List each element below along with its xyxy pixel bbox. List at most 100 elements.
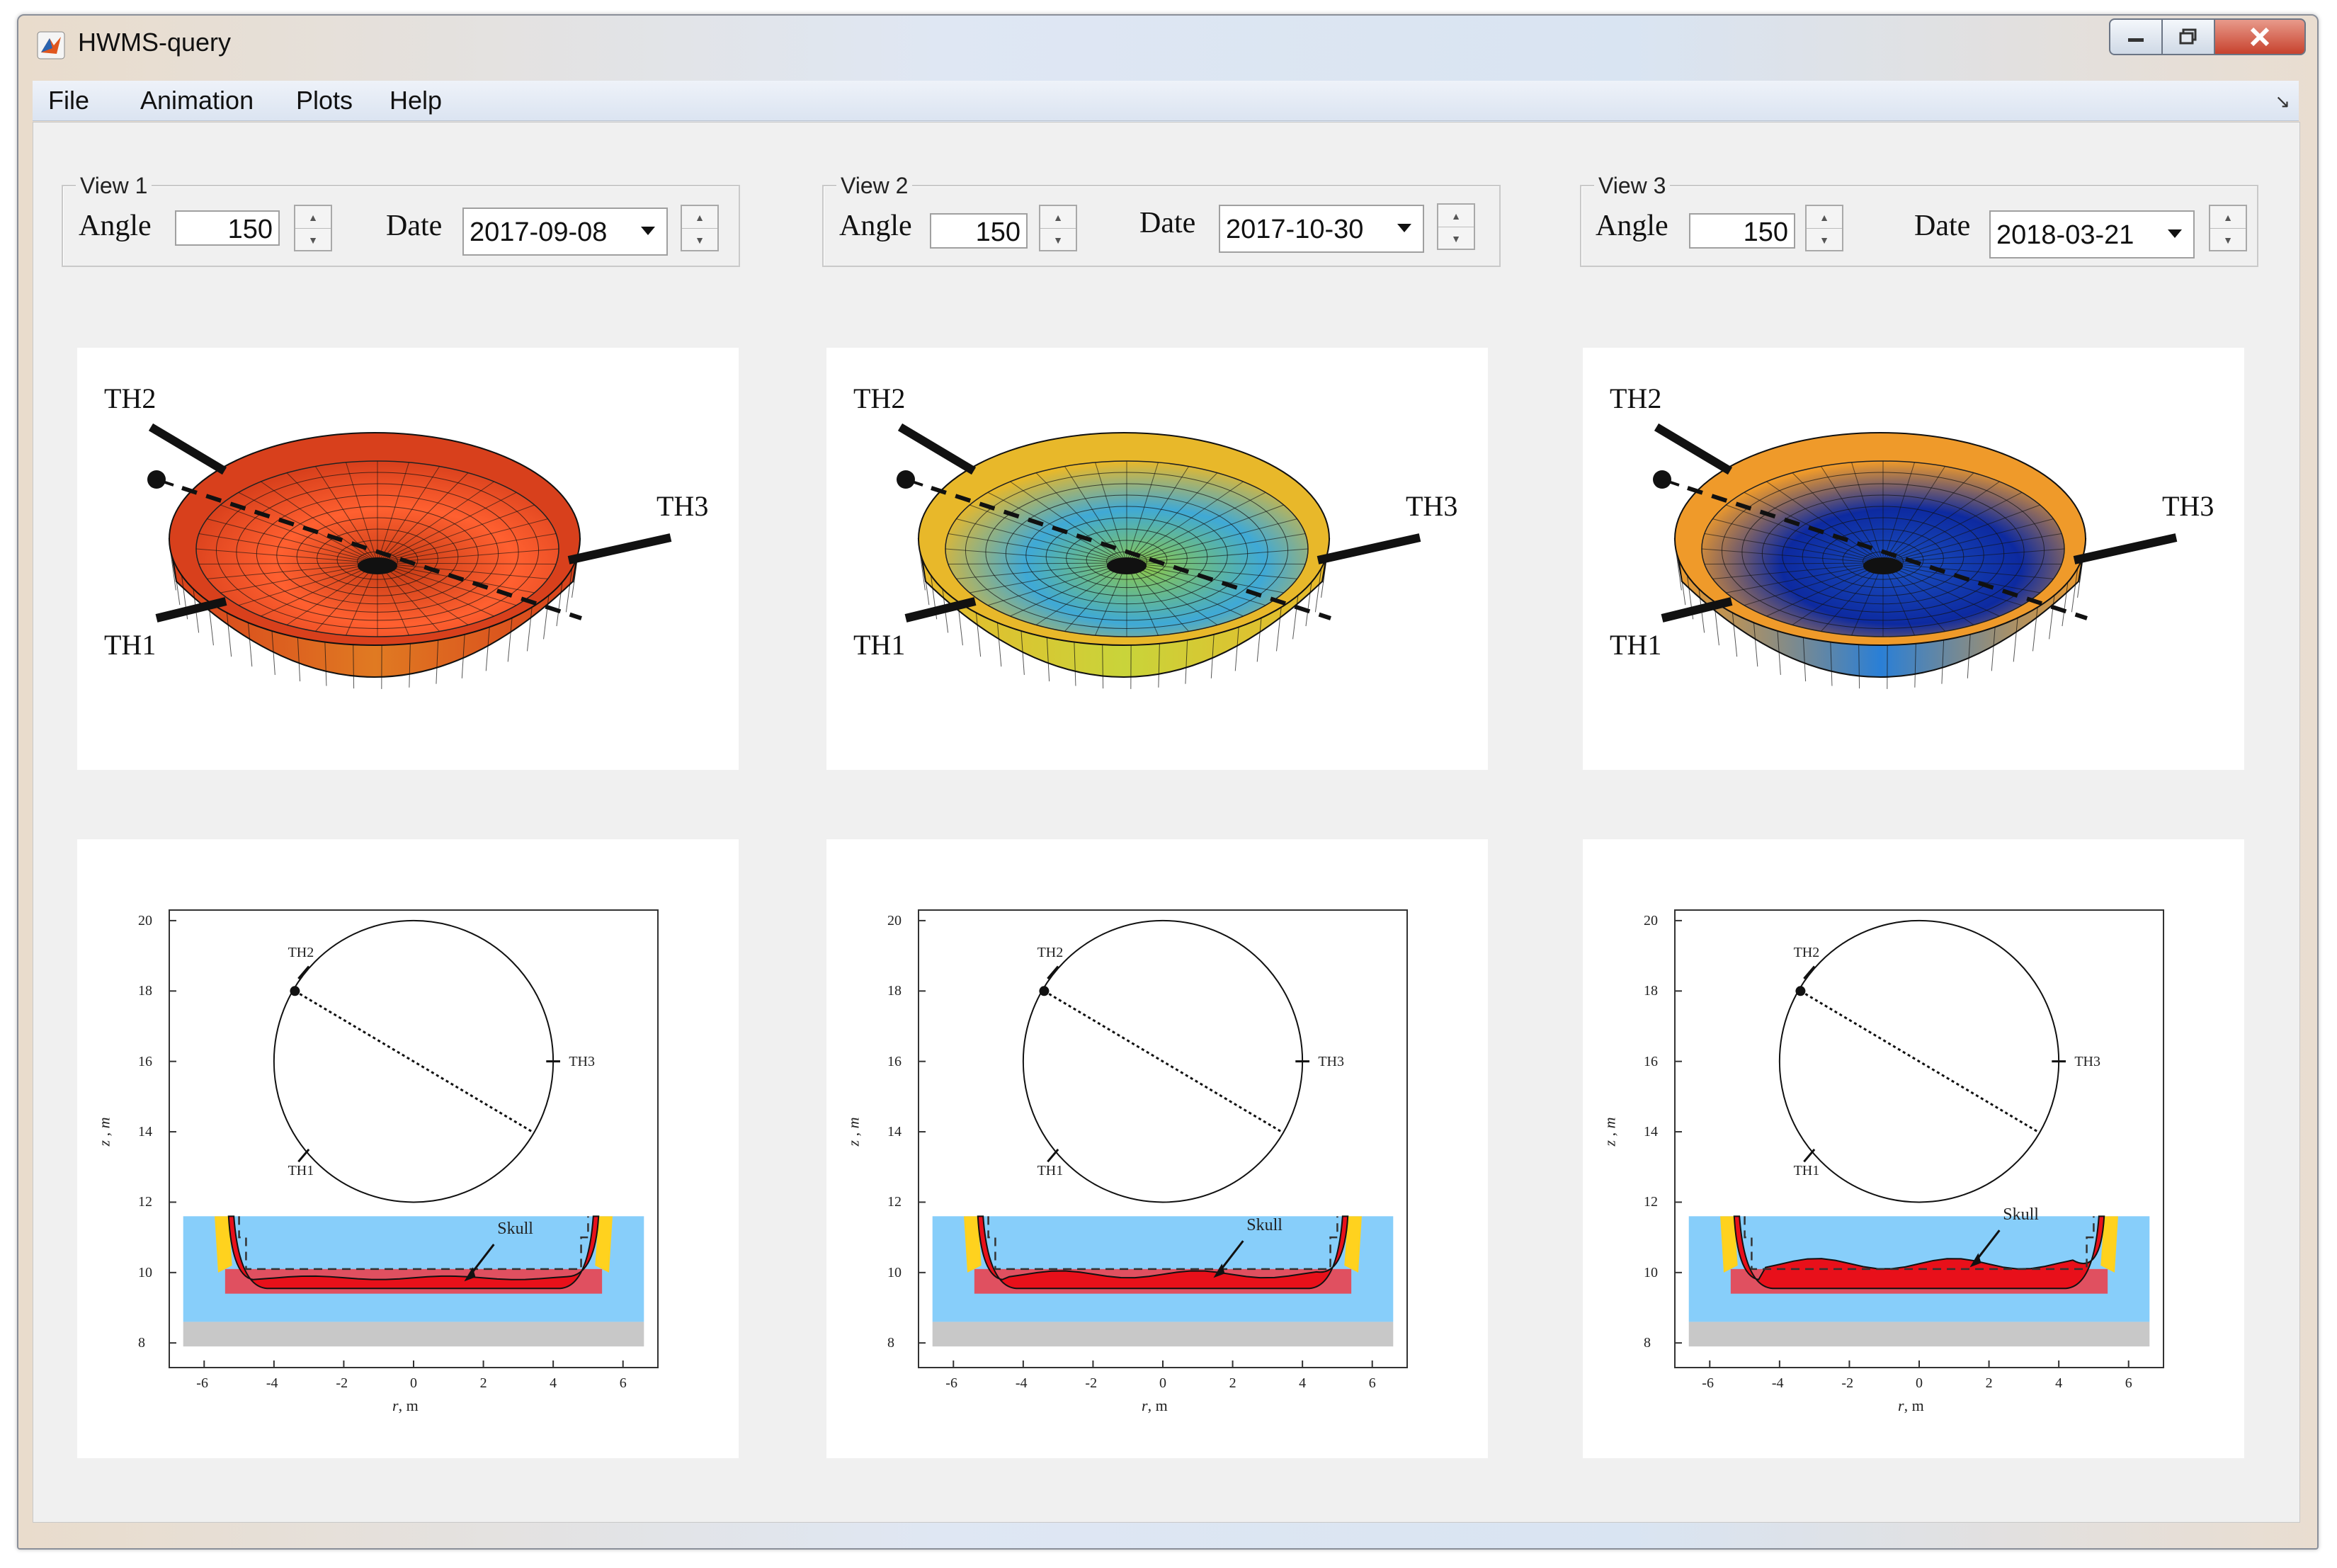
profile-th2-label: TH2 bbox=[1793, 944, 1820, 960]
spin-up-icon[interactable]: ▲ bbox=[295, 206, 331, 229]
dotted-section-line bbox=[294, 990, 533, 1133]
menu-plots[interactable]: Plots bbox=[296, 86, 353, 115]
mesh-line bbox=[1882, 466, 1945, 564]
th1-label: TH1 bbox=[853, 629, 906, 661]
close-button[interactable] bbox=[2215, 18, 2306, 55]
mesh-line bbox=[1126, 462, 1159, 564]
ground-layer bbox=[932, 1322, 1394, 1347]
spin-up-icon[interactable]: ▲ bbox=[1040, 206, 1076, 229]
wall-mesh-line bbox=[975, 613, 982, 657]
wall-mesh-line bbox=[2062, 581, 2069, 627]
wall-mesh-line bbox=[556, 581, 563, 627]
mesh-line bbox=[198, 562, 378, 565]
view-2-angle-field[interactable]: 150 bbox=[930, 213, 1028, 249]
view-3-date-dropdown-arrow[interactable] bbox=[2159, 217, 2190, 250]
th2-label: TH2 bbox=[1610, 382, 1662, 414]
view-1-profile-axes[interactable]: -6 -4 -2 0 2 4 6 8 10 12 14 16 18 20 r, m z , m TH2 TH3 TH… bbox=[77, 839, 739, 1458]
view-3-angle-spinner[interactable]: ▲ ▼ bbox=[1805, 205, 1843, 251]
view-1-surface-axes[interactable]: TH2 TH3 TH1 bbox=[77, 348, 739, 770]
y-tick-label: 10 bbox=[138, 1264, 152, 1280]
minimize-button[interactable] bbox=[2109, 18, 2163, 55]
view-2-date-dropdown-arrow[interactable] bbox=[1389, 212, 1420, 244]
menu-file[interactable]: File bbox=[48, 86, 90, 115]
view-2-angle-spinner[interactable]: ▲ ▼ bbox=[1039, 205, 1077, 251]
menu-help[interactable]: Help bbox=[390, 86, 443, 115]
mesh-line bbox=[948, 562, 1127, 565]
view-3-group: View 3 Angle 150 ▲ ▼ Date 2018-03-21 ▲ ▼ bbox=[1580, 174, 2258, 267]
mesh-line bbox=[1064, 466, 1127, 564]
x-tick-label: -6 bbox=[1702, 1375, 1714, 1391]
view-2-date-spinner[interactable]: ▲ ▼ bbox=[1437, 203, 1475, 250]
view-2-legend: View 2 bbox=[836, 174, 913, 198]
x-tick-label: -4 bbox=[1771, 1375, 1784, 1391]
y-tick-label: 20 bbox=[1644, 912, 1658, 928]
wall-mesh-line bbox=[297, 637, 301, 682]
wall-mesh-line bbox=[1292, 595, 1299, 640]
spin-down-icon[interactable]: ▼ bbox=[1451, 232, 1461, 244]
view-3-date-spinner[interactable]: ▲ ▼ bbox=[2209, 205, 2247, 251]
view-1-angle-field[interactable]: 150 bbox=[175, 210, 280, 246]
wall-mesh-line bbox=[2032, 607, 2038, 652]
spin-up-icon[interactable]: ▲ bbox=[1438, 205, 1474, 227]
view-1-legend: View 1 bbox=[76, 174, 152, 198]
spin-up-icon[interactable]: ▲ bbox=[1807, 206, 1842, 229]
view-1-date-spinner[interactable]: ▲ ▼ bbox=[681, 205, 719, 251]
mesh-line bbox=[1126, 472, 1218, 564]
wall-mesh-line bbox=[1020, 630, 1025, 675]
wall-mesh-line bbox=[1941, 640, 1945, 684]
mesh-line bbox=[377, 562, 469, 625]
spin-up-icon[interactable]: ▲ bbox=[682, 206, 717, 229]
th3-label: TH3 bbox=[656, 490, 709, 522]
mesh-line bbox=[377, 562, 494, 617]
spin-down-icon[interactable]: ▼ bbox=[1053, 234, 1063, 246]
mesh-line bbox=[1126, 504, 1284, 564]
initial-profile-dashed bbox=[238, 1216, 589, 1271]
mesh-line bbox=[377, 562, 409, 636]
spin-down-icon[interactable]: ▼ bbox=[308, 234, 318, 246]
mesh-line bbox=[1126, 562, 1266, 606]
view-3-angle-label: Angle bbox=[1596, 210, 1668, 242]
view-1-angle-spinner[interactable]: ▲ ▼ bbox=[294, 205, 332, 251]
mesh-line bbox=[1882, 533, 2062, 564]
y-tick-label: 20 bbox=[887, 912, 902, 928]
side-layer-right bbox=[595, 1216, 613, 1273]
spin-down-icon[interactable]: ▼ bbox=[2223, 234, 2233, 246]
toolbar-toggle-icon[interactable]: ↘ bbox=[2275, 91, 2290, 112]
spin-down-icon[interactable]: ▼ bbox=[695, 234, 705, 246]
mesh-line bbox=[970, 562, 1127, 593]
menu-animation[interactable]: Animation bbox=[140, 86, 254, 115]
wall-mesh-line bbox=[226, 613, 232, 657]
wall-mesh-line bbox=[2049, 595, 2055, 640]
mesh-line bbox=[346, 562, 378, 636]
center-hole bbox=[1107, 557, 1147, 574]
dashed-section-line bbox=[1687, 486, 2088, 620]
view-3-date-label: Date bbox=[1914, 210, 1971, 242]
x-axis-label-var: r bbox=[1142, 1397, 1148, 1414]
view-2-group: View 2 Angle 150 ▲ ▼ Date 2017-10-30 ▲ ▼ bbox=[822, 174, 1501, 267]
mesh-line bbox=[315, 466, 378, 564]
wall-mesh-line bbox=[996, 623, 1002, 667]
mesh-line bbox=[1821, 562, 1884, 632]
mesh-line bbox=[1126, 562, 1189, 632]
wall-mesh-line bbox=[324, 642, 327, 686]
wall-mesh-line bbox=[919, 546, 926, 591]
view-3-profile-axes[interactable]: -6 -4 -2 0 2 4 6 8 10 12 14 16 18 20 r, m z , m TH2 TH3 TH… bbox=[1583, 839, 2244, 1458]
maximize-button[interactable] bbox=[2163, 18, 2215, 55]
view-3-surface-axes[interactable]: TH2 TH3 TH1 bbox=[1583, 348, 2244, 770]
view-2-surface-axes[interactable]: TH2 TH3 TH1 bbox=[826, 348, 1488, 770]
th3-label: TH3 bbox=[1406, 490, 1458, 522]
mesh-line bbox=[1126, 492, 1266, 564]
y-tick-label: 10 bbox=[1644, 1264, 1658, 1280]
ground-layer bbox=[183, 1322, 644, 1347]
mesh-line bbox=[1882, 462, 1915, 564]
view-2-profile-axes[interactable]: -6 -4 -2 0 2 4 6 8 10 12 14 16 18 20 r, m z , m TH2 TH3 TH… bbox=[826, 839, 1488, 1458]
spin-down-icon[interactable]: ▼ bbox=[1819, 234, 1829, 246]
view-3-angle-field[interactable]: 150 bbox=[1689, 213, 1795, 249]
dotted-section-line bbox=[1043, 990, 1283, 1133]
y-tick-label: 8 bbox=[138, 1335, 145, 1351]
title-bar[interactable]: HWMS-query bbox=[18, 16, 2317, 72]
x-axis-label: r, m bbox=[392, 1397, 419, 1414]
view-1-date-dropdown-arrow[interactable] bbox=[632, 215, 664, 247]
bowl-surface-svg bbox=[147, 423, 672, 689]
spin-up-icon[interactable]: ▲ bbox=[2210, 206, 2246, 229]
